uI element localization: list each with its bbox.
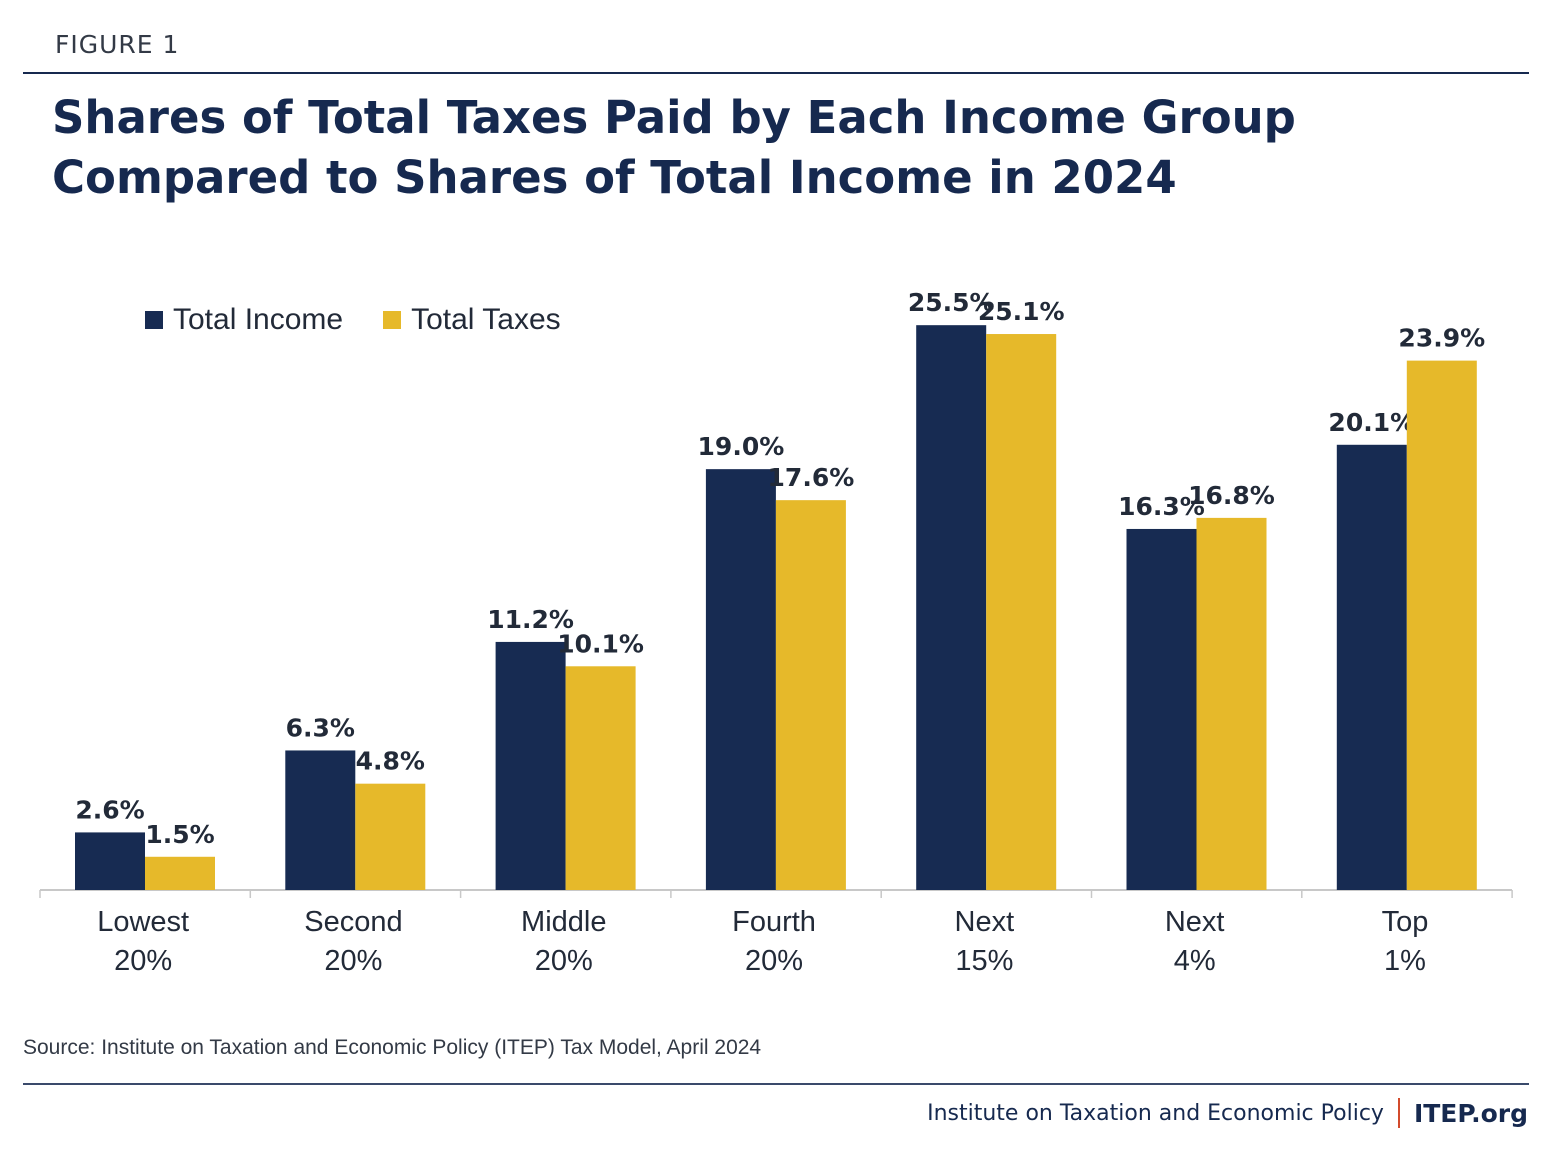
data-label-taxes: 23.9% bbox=[1398, 324, 1485, 353]
figure-label: FIGURE 1 bbox=[55, 30, 180, 59]
bar-income bbox=[705, 469, 776, 890]
data-label-income: 20.1% bbox=[1328, 408, 1415, 437]
data-label-taxes: 10.1% bbox=[557, 629, 644, 658]
bar-taxes bbox=[145, 856, 215, 890]
legend-label-taxes: Total Taxes bbox=[411, 303, 561, 336]
chart-title-line-1: Shares of Total Taxes Paid by Each Incom… bbox=[52, 91, 1296, 144]
x-tick-label: Next bbox=[1165, 906, 1225, 938]
legend: Total Income Total Taxes bbox=[145, 303, 601, 337]
x-tick-label: Middle bbox=[521, 906, 606, 938]
footer-divider bbox=[1397, 1098, 1400, 1128]
legend-item-income: Total Income bbox=[145, 303, 343, 337]
data-label-taxes: 25.1% bbox=[978, 297, 1065, 326]
bar-taxes bbox=[775, 500, 846, 890]
x-tick-label: 20% bbox=[535, 945, 593, 977]
x-tick-label: 20% bbox=[114, 945, 172, 977]
bar-taxes bbox=[565, 666, 636, 890]
legend-swatch-income bbox=[145, 311, 163, 329]
chart-title-line-2: Compared to Shares of Total Income in 20… bbox=[52, 151, 1177, 204]
x-tick-label: Lowest bbox=[97, 906, 189, 938]
bar-income bbox=[495, 641, 566, 890]
footer-org-name: Institute on Taxation and Economic Polic… bbox=[927, 1100, 1384, 1126]
data-label-income: 25.5% bbox=[908, 288, 995, 317]
bar-income bbox=[1336, 444, 1407, 890]
bar-income bbox=[1126, 528, 1197, 890]
x-tick-label: 1% bbox=[1384, 945, 1426, 977]
chart-title: Shares of Total Taxes Paid by Each Incom… bbox=[52, 88, 1452, 208]
bar-taxes bbox=[1196, 517, 1267, 890]
data-label-income: 16.3% bbox=[1118, 492, 1205, 521]
data-label-income: 11.2% bbox=[487, 605, 574, 634]
x-tick-label: 20% bbox=[324, 945, 382, 977]
footer-site-logo[interactable]: ITEP.org bbox=[1413, 1098, 1528, 1128]
footer-rule bbox=[23, 1083, 1529, 1085]
bar-chart: 2.6%1.5%Lowest20%6.3%4.8%Second20%11.2%1… bbox=[39, 288, 1513, 977]
data-label-income: 19.0% bbox=[698, 432, 785, 461]
data-label-taxes: 1.5% bbox=[145, 820, 214, 849]
header-rule bbox=[23, 72, 1529, 74]
data-label-taxes: 17.6% bbox=[768, 463, 855, 492]
bar-income bbox=[75, 832, 145, 890]
legend-swatch-taxes bbox=[383, 311, 402, 329]
x-tick-label: Second bbox=[304, 906, 402, 938]
data-label-taxes: 4.8% bbox=[356, 747, 425, 776]
bar-income bbox=[285, 750, 356, 890]
x-tick-label: Next bbox=[955, 906, 1015, 938]
footer: Institute on Taxation and Economic Polic… bbox=[927, 1098, 1528, 1128]
data-label-taxes: 16.8% bbox=[1188, 481, 1275, 510]
x-tick-label: Top bbox=[1382, 906, 1429, 938]
data-label-income: 2.6% bbox=[75, 795, 144, 824]
data-label-income: 6.3% bbox=[286, 713, 355, 742]
source-note: Source: Institute on Taxation and Econom… bbox=[23, 1036, 762, 1059]
legend-item-taxes: Total Taxes bbox=[383, 303, 561, 337]
x-tick-label: 15% bbox=[955, 945, 1013, 977]
legend-label-income: Total Income bbox=[173, 303, 344, 336]
bar-income bbox=[916, 325, 987, 890]
bar-taxes bbox=[986, 334, 1057, 890]
bar-taxes bbox=[1406, 360, 1477, 890]
x-tick-label: Fourth bbox=[732, 906, 816, 938]
x-tick-label: 4% bbox=[1174, 945, 1216, 977]
x-tick-label: 20% bbox=[745, 945, 803, 977]
bar-taxes bbox=[355, 783, 426, 890]
